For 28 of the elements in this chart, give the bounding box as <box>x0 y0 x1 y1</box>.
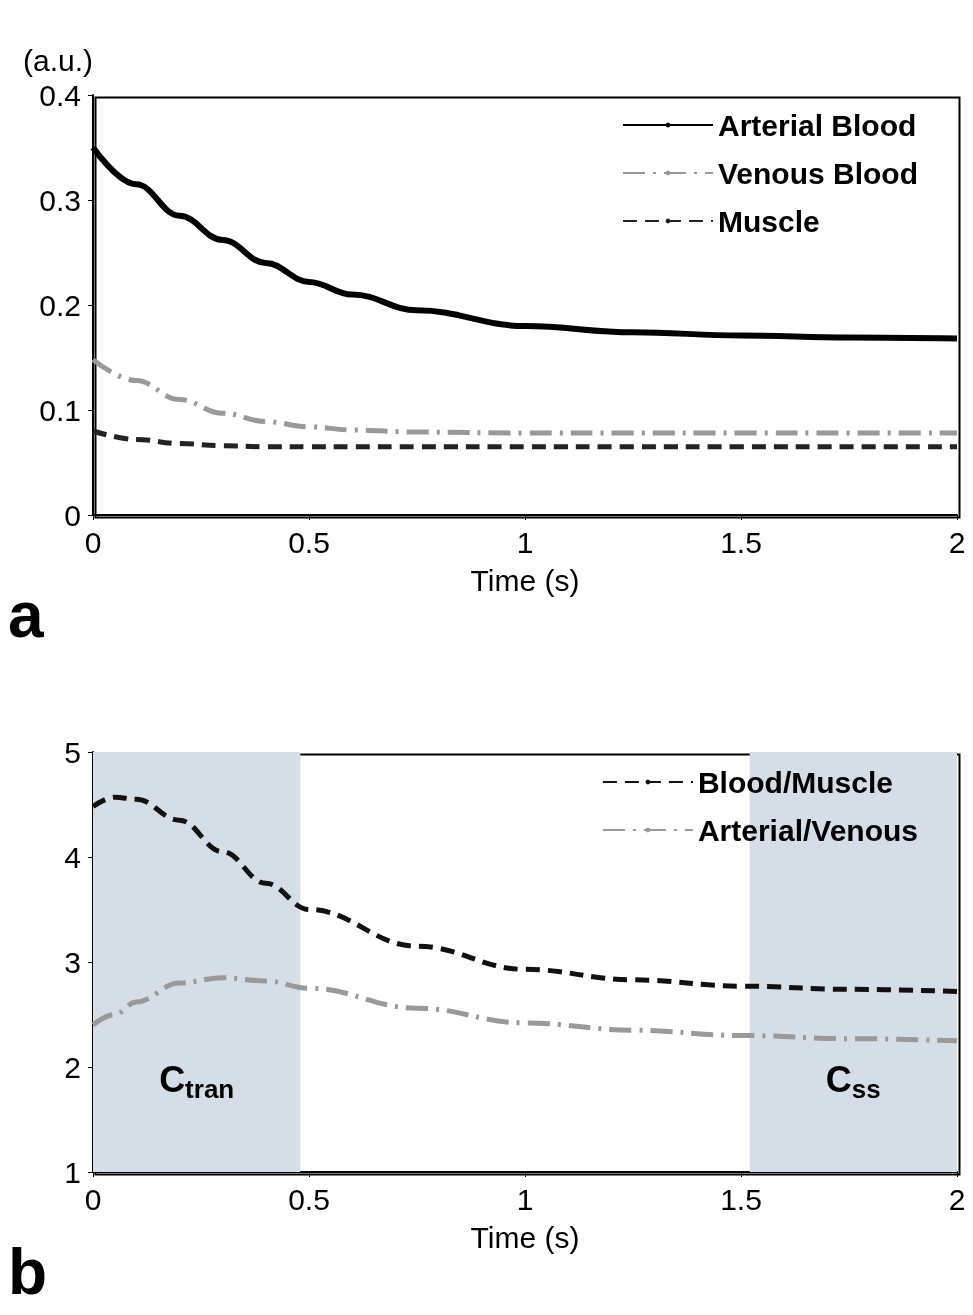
x-tick-label: 1 <box>516 525 534 559</box>
x-tick-label: 2 <box>948 525 966 559</box>
legend-label: Muscle <box>717 204 820 238</box>
legend-label: Venous Blood <box>717 156 919 190</box>
y-tick-label: 0.4 <box>39 78 81 112</box>
y-tick-label: 0.2 <box>39 288 81 322</box>
y-tick-label: 2 <box>64 1050 81 1084</box>
x-tick-label: 1.5 <box>720 525 762 559</box>
y-tick-label: 0.3 <box>39 183 81 217</box>
legend-label: Arterial Blood <box>717 108 917 142</box>
x-tick-label: 1 <box>516 1182 534 1216</box>
y-tick-label: 0 <box>64 498 81 532</box>
y-tick-label: 1 <box>64 1155 81 1189</box>
y-tick-label: 5 <box>64 735 81 769</box>
x-tick-label: 1.5 <box>720 1182 762 1216</box>
x-axis-title: Time (s) <box>470 563 580 597</box>
y-tick-label: 0.1 <box>39 393 81 427</box>
x-tick-label: 0.5 <box>288 1182 330 1216</box>
text: b <box>8 1236 48 1308</box>
x-tick-label: 0.5 <box>288 525 330 559</box>
text: a <box>8 579 44 651</box>
y-tick-label: 4 <box>64 840 81 874</box>
x-axis-title: Time (s) <box>470 1220 580 1254</box>
y-axis-title: (a.u.) <box>22 43 93 77</box>
legend-label: Arterial/Venous <box>697 813 918 847</box>
y-tick-label: 3 <box>64 945 81 979</box>
x-tick-label: 2 <box>948 1182 966 1216</box>
legend-label: Blood/Muscle <box>697 765 893 799</box>
